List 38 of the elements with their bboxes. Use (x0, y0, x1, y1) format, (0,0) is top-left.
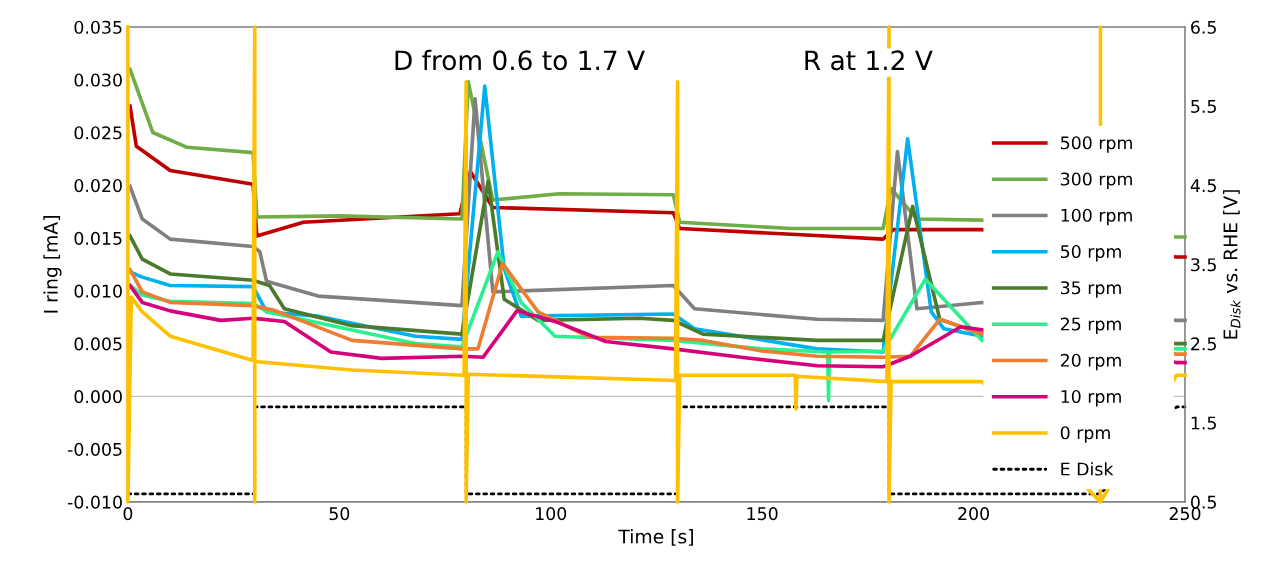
x-tick-label: 100 (536, 507, 567, 521)
y2-axis-title: E$_{Disk}$ vs. RHE [V] (1223, 190, 1241, 339)
x-tick-label: 0 (123, 507, 133, 521)
legend-label: 0 rpm (1060, 426, 1110, 443)
y2-tick-label: 5.5 (1191, 100, 1216, 113)
y2-tick-label: 1.5 (1191, 416, 1216, 430)
legend-label: 10 rpm (1061, 389, 1121, 407)
y2-tick-label: 0.5 (1191, 495, 1216, 509)
x-tick-label: 250 (1169, 507, 1201, 521)
legend-label: 25 rpm (1060, 317, 1121, 334)
annotation: D from 0.6 to 1.7 V (395, 49, 645, 71)
legend-label: 500 rpm (1061, 136, 1132, 153)
y-tick-label: 0.030 (74, 73, 122, 87)
y2-tick-label: 4.5 (1190, 179, 1216, 193)
legend-label: 35 rpm (1060, 281, 1121, 298)
x-tick-label: 150 (747, 507, 778, 521)
y-tick-label: -0.010 (67, 495, 122, 509)
y-tick-label: -0.005 (67, 442, 122, 456)
legend-label: 300 rpm (1060, 172, 1132, 189)
y-tick-label: 0.025 (74, 126, 122, 140)
x-tick-label: 200 (958, 507, 989, 521)
y-tick-label: 0.035 (74, 20, 122, 34)
y2-tick-label: 3.5 (1191, 258, 1216, 272)
y-tick-label: 0.010 (74, 284, 122, 298)
y2-tick-label: 6.5 (1191, 20, 1216, 34)
y-tick-label: 0.000 (74, 390, 122, 404)
y2-tick-label: 2.5 (1191, 337, 1216, 351)
legend-label: 100 rpm (1061, 208, 1132, 226)
legend-label: E Disk (1061, 462, 1114, 476)
y-axis-title: I ring [mA] (43, 216, 62, 313)
legend-label: 20 rpm (1060, 353, 1121, 371)
x-axis-title: Time [s] (618, 529, 693, 546)
y-tick-label: 0.020 (74, 179, 122, 193)
legend-label: 50 rpm (1061, 244, 1121, 262)
y-tick-label: 0.015 (74, 231, 122, 245)
x-tick-label: 50 (329, 507, 350, 521)
y-tick-label: 0.005 (74, 337, 122, 351)
annotation: R at 1.2 V (805, 50, 933, 71)
